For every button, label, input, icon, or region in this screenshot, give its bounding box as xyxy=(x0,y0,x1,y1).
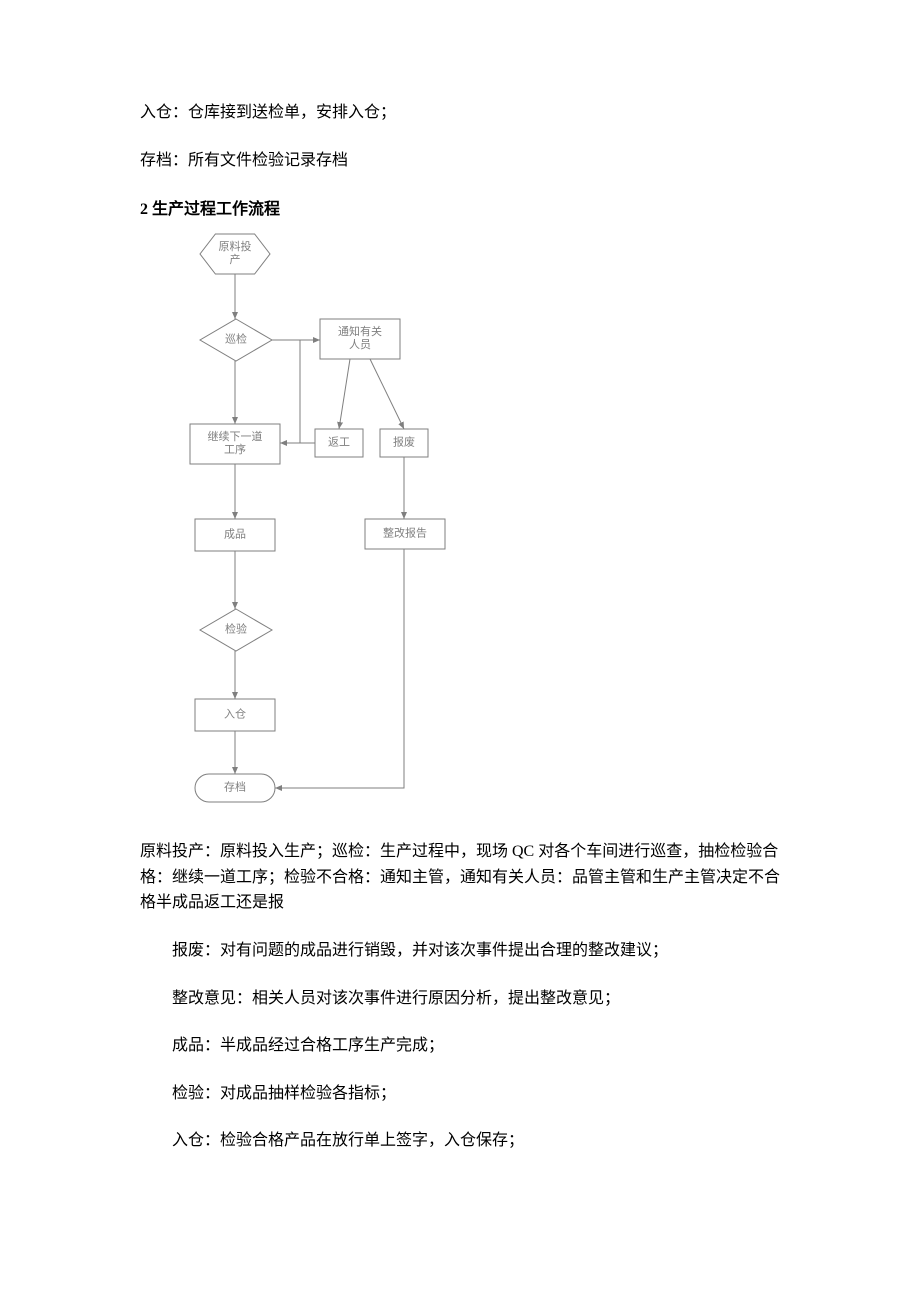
svg-text:通知有关: 通知有关 xyxy=(338,324,382,338)
body-p2: 报废：对有问题的成品进行销毁，并对该次事件提出合理的整改建议； xyxy=(140,938,780,964)
svg-text:原料投: 原料投 xyxy=(219,239,252,253)
body-p3: 整改意见：相关人员对该次事件进行原因分析，提出整改意见； xyxy=(140,986,780,1012)
intro-line-2: 存档：所有文件检验记录存档 xyxy=(140,148,780,174)
body-p6: 入仓：检验合格产品在放行单上签字，入仓保存； xyxy=(140,1128,780,1154)
svg-text:入仓: 入仓 xyxy=(224,707,246,721)
section-heading: 2 生产过程工作流程 xyxy=(140,195,780,219)
svg-text:返工: 返工 xyxy=(328,436,350,449)
svg-text:巡检: 巡检 xyxy=(225,332,247,346)
svg-text:继续下一道: 继续下一道 xyxy=(208,429,263,443)
flowchart-svg: 原料投产巡检 通知有关人员继续下一道工序 返工 报废成品 整改报告检验入仓存档 xyxy=(140,229,460,809)
body-p4: 成品：半成品经过合格工序生产完成； xyxy=(140,1033,780,1059)
svg-text:检验: 检验 xyxy=(225,622,247,636)
svg-text:成品: 成品 xyxy=(224,528,246,541)
svg-text:存档: 存档 xyxy=(224,780,246,794)
document-page: 入仓：仓库接到送检单，安排入仓； 存档：所有文件检验记录存档 2 生产过程工作流… xyxy=(0,0,920,1236)
intro-line-1: 入仓：仓库接到送检单，安排入仓； xyxy=(140,100,780,126)
svg-text:工序: 工序 xyxy=(224,442,246,456)
svg-text:整改报告: 整改报告 xyxy=(383,526,427,540)
production-flowchart: 原料投产巡检 通知有关人员继续下一道工序 返工 报废成品 整改报告检验入仓存档 xyxy=(140,229,460,809)
svg-text:产: 产 xyxy=(230,252,241,266)
body-p5: 检验：对成品抽样检验各指标； xyxy=(140,1081,780,1107)
svg-text:人员: 人员 xyxy=(349,338,371,351)
body-p1: 原料投产：原料投入生产；巡检：生产过程中，现场 QC 对各个车间进行巡查，抽检检… xyxy=(140,839,780,916)
svg-text:报废: 报废 xyxy=(393,435,415,449)
